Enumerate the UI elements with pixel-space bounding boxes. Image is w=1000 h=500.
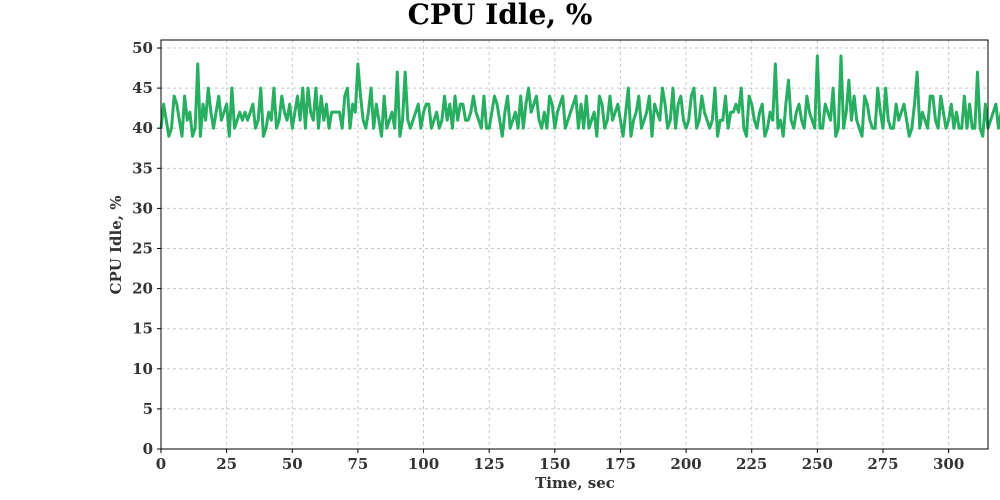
x-tick-label: 250 bbox=[802, 455, 833, 473]
y-tick-label: 30 bbox=[132, 199, 153, 217]
x-tick-label: 25 bbox=[216, 455, 237, 473]
x-tick-label: 300 bbox=[933, 455, 964, 473]
plot-frame bbox=[160, 39, 989, 450]
x-tick-label: 275 bbox=[867, 455, 898, 473]
series-layer bbox=[159, 54, 1000, 138]
x-tick-label: 175 bbox=[605, 455, 636, 473]
y-tick-label: 15 bbox=[132, 320, 153, 338]
x-tick-label: 200 bbox=[670, 455, 701, 473]
y-tick-label: 25 bbox=[132, 240, 153, 258]
y-tick-label: 5 bbox=[143, 400, 153, 418]
x-tick-label: 150 bbox=[539, 455, 570, 473]
x-tick-label: 50 bbox=[282, 455, 303, 473]
y-tick-label: 20 bbox=[132, 280, 153, 298]
y-tick-label: 45 bbox=[132, 79, 153, 97]
y-tick-label: 0 bbox=[143, 440, 153, 458]
x-tick-label: 225 bbox=[736, 455, 767, 473]
y-tick-label: 40 bbox=[132, 119, 153, 137]
y-tick-label: 10 bbox=[132, 360, 153, 378]
x-axis-ticks: 0 25 50 75 100 125 150 175 200 225 250 275 300 bbox=[156, 449, 964, 473]
x-tick-label: 100 bbox=[408, 455, 439, 473]
y-axis-ticks: 0 5 10 15 20 25 30 35 40 45 50 bbox=[132, 39, 161, 458]
x-tick-label: 125 bbox=[474, 455, 505, 473]
x-axis-label: Time, sec bbox=[535, 474, 615, 492]
y-tick-label: 35 bbox=[132, 159, 153, 177]
chart-title: CPU Idle, % bbox=[408, 0, 593, 31]
series-line bbox=[159, 54, 1000, 138]
x-tick-label: 75 bbox=[347, 455, 368, 473]
y-axis-label: CPU Idle, % bbox=[107, 196, 125, 295]
y-tick-label: 50 bbox=[132, 39, 153, 57]
x-tick-label: 0 bbox=[156, 455, 166, 473]
